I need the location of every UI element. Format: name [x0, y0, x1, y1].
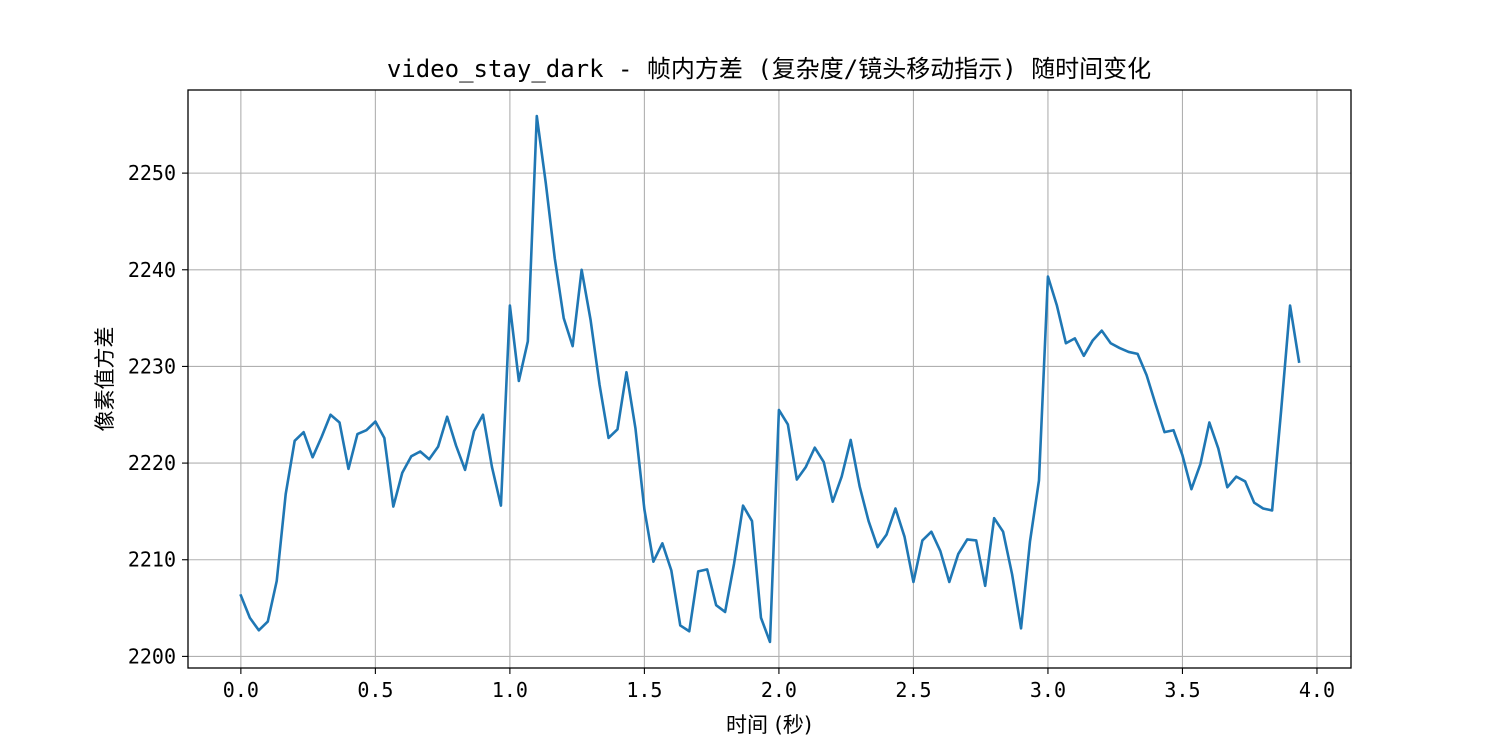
x-tick-label: 3.5 — [1164, 678, 1200, 702]
grid-layer — [188, 90, 1351, 668]
x-tick-label: 0.0 — [223, 678, 259, 702]
x-tick-label: 2.5 — [895, 678, 931, 702]
y-tick-label: 2200 — [128, 644, 176, 668]
x-tick-label: 1.0 — [492, 678, 528, 702]
x-tick-label: 3.0 — [1030, 678, 1066, 702]
tick-labels-layer: 0.0 0.5 1.0 1.5 2.0 2.5 3.0 3.5 4.0 2200 2210 2220 2… — [128, 161, 1335, 702]
y-axis-title: 像素值方差 — [93, 327, 117, 432]
plot-area — [188, 90, 1351, 668]
x-tick-label: 2.0 — [761, 678, 797, 702]
x-tick-label: 1.5 — [626, 678, 662, 702]
ticks-layer — [182, 172, 1318, 674]
y-tick-label: 2240 — [128, 258, 176, 282]
x-tick-label: 4.0 — [1299, 678, 1335, 702]
plot-frame — [187, 89, 1352, 669]
y-tick-label: 2250 — [128, 161, 176, 185]
series-line-0 — [239, 114, 1301, 644]
y-tick-label: 2220 — [128, 451, 176, 475]
y-tick-label: 2230 — [128, 354, 176, 378]
y-tick-label: 2210 — [128, 548, 176, 572]
series-layer — [239, 114, 1301, 644]
x-axis-title: 时间 (秒) — [726, 713, 812, 737]
x-tick-label: 0.5 — [357, 678, 393, 702]
chart-title: video_stay_dark - 帧内方差 (复杂度/镜头移动指示) 随时间变… — [387, 55, 1151, 83]
